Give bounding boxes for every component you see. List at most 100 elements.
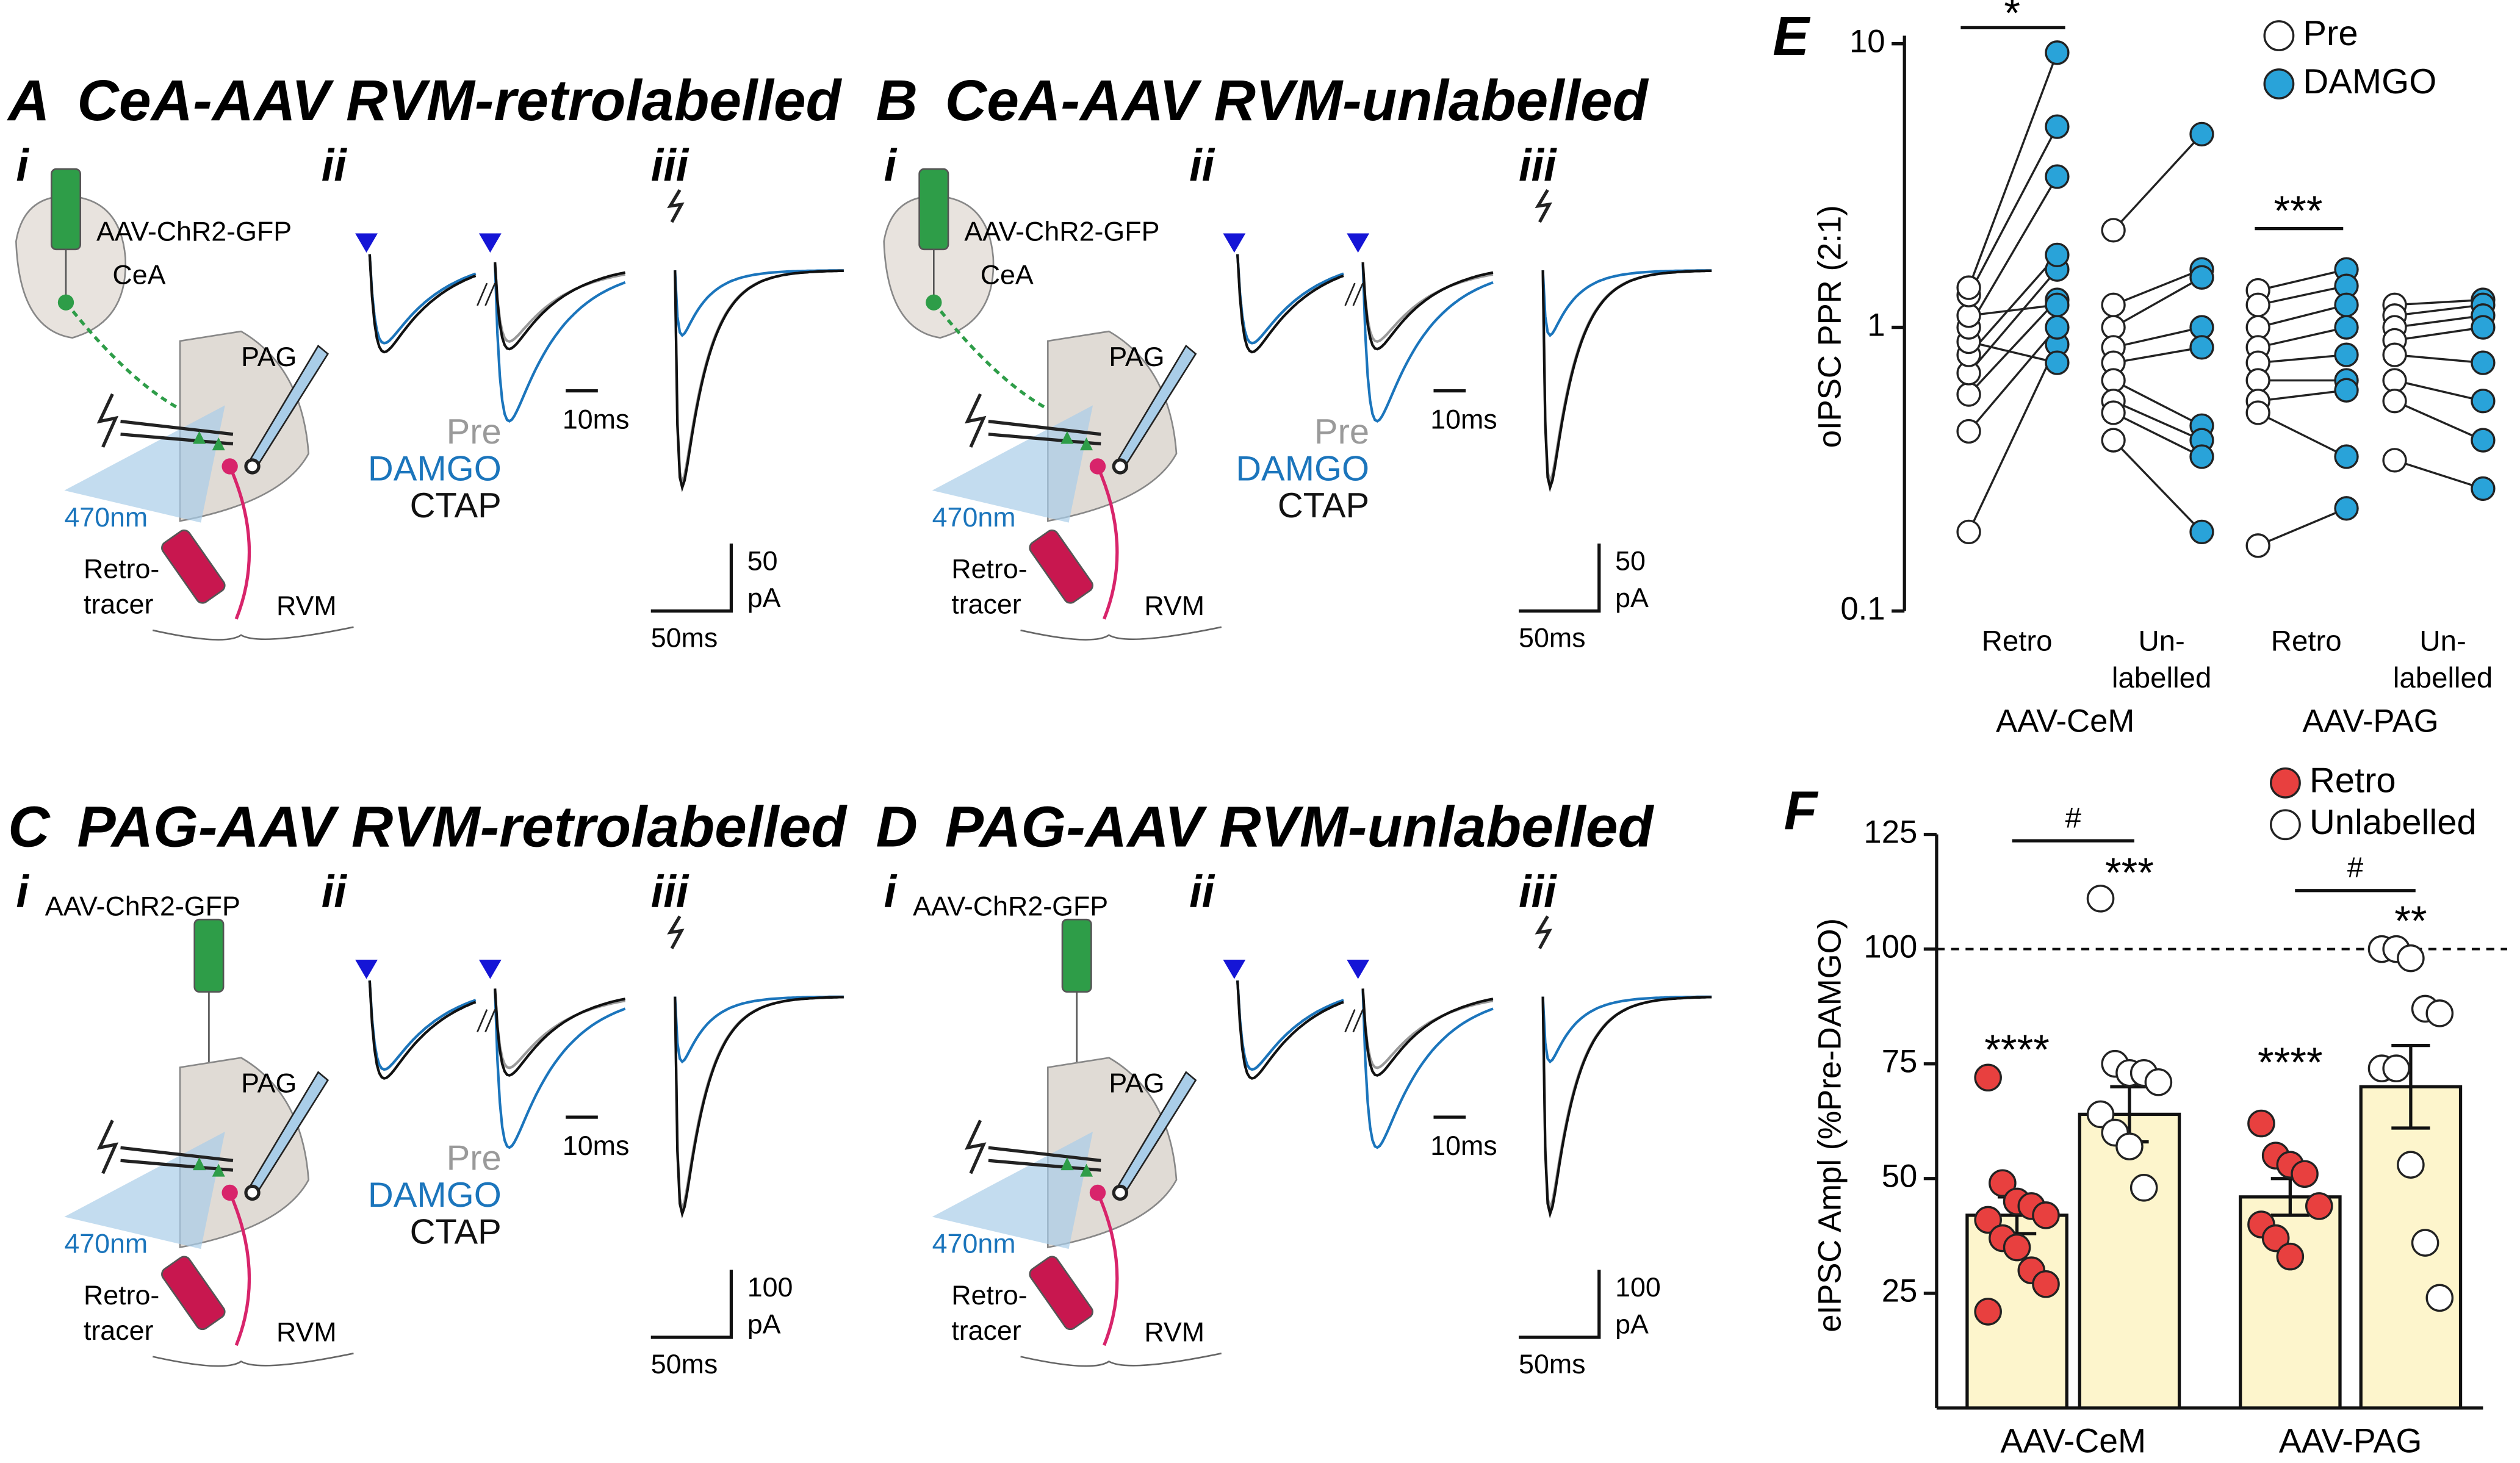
x-tick-label: labelled — [2112, 662, 2211, 694]
point — [2471, 476, 2496, 501]
point — [2334, 444, 2359, 469]
x-tick-label: Un- — [2138, 625, 2184, 658]
legend-label: Unlabelled — [2309, 803, 2477, 842]
y-axis-label: oIPSC PPR (2:1) — [1812, 205, 1848, 448]
rvm-outline — [1020, 626, 1222, 641]
trace-iii — [1541, 996, 1712, 1219]
subpanel-label: ii — [1189, 140, 1215, 191]
light-label: 470nm — [932, 502, 1016, 533]
y-tick-label: 0.1 — [1840, 591, 1885, 627]
point — [2189, 121, 2214, 147]
scale-label: 10ms — [1430, 1130, 1497, 1161]
x-tick-label: labelled — [2393, 662, 2493, 694]
midbrain — [1047, 330, 1178, 522]
y-tick-label: 10 — [1849, 24, 1885, 60]
point — [1974, 1063, 2002, 1092]
scale-label: 100 — [747, 1272, 793, 1303]
point — [1956, 419, 1981, 444]
point — [2045, 350, 2070, 375]
point — [2086, 885, 2115, 913]
subpanel-label: i — [16, 866, 29, 917]
tracer-label: tracer — [84, 589, 154, 619]
y-tick-label: 25 — [1882, 1273, 1918, 1309]
point — [2425, 999, 2454, 1027]
point — [2334, 378, 2359, 403]
point — [2003, 1233, 2031, 1262]
subpanel-label: iii — [1519, 140, 1557, 191]
retro-axon — [1096, 466, 1119, 620]
retro-axon — [228, 466, 251, 620]
region-label: CeA — [981, 259, 1034, 290]
stim-markers — [355, 233, 502, 253]
lightning-iii — [1535, 189, 1552, 223]
brain-outline — [883, 195, 995, 339]
neurons — [1060, 1157, 1093, 1177]
point — [2425, 1284, 2454, 1312]
break-marks — [477, 1009, 496, 1033]
point — [2144, 1068, 2173, 1096]
point — [2189, 265, 2214, 290]
scale-label: pA — [1615, 583, 1649, 613]
virus-label: AAV-ChR2-GFP — [913, 891, 1108, 922]
panel-letter: E — [1773, 5, 1810, 66]
x-tick-label: Retro — [1982, 625, 2053, 658]
pair-line — [2113, 326, 2202, 349]
syringe — [918, 168, 949, 251]
legend-label: Retro — [2309, 761, 2396, 800]
pair-line — [2394, 304, 2483, 317]
scale-bar — [1519, 543, 1601, 613]
pair-line — [1968, 326, 2058, 433]
subpanel-label: ii — [1189, 866, 1215, 917]
tracer-label: tracer — [951, 589, 1021, 619]
y-tick-label: 75 — [1882, 1044, 1918, 1080]
subpanel-label: i — [884, 866, 898, 917]
break-marks — [477, 282, 496, 306]
target-label: PAG — [241, 342, 297, 372]
point — [2334, 496, 2359, 521]
point — [2032, 1201, 2060, 1229]
point — [2245, 292, 2270, 317]
trace-iii — [1541, 995, 1712, 1064]
point — [2305, 1192, 2333, 1220]
scale-bar — [650, 543, 733, 613]
lightning — [965, 1120, 987, 1174]
condition-label: CTAP — [410, 486, 502, 525]
scale-label: 10ms — [563, 404, 629, 434]
trace-ii — [1236, 980, 1494, 1080]
scale-label: 50 — [747, 545, 778, 576]
point — [1956, 519, 1981, 545]
scale-label: 10ms — [563, 1130, 629, 1161]
legend-label: Pre — [2303, 14, 2358, 53]
panel-letter: A — [7, 68, 49, 133]
retro-neuron — [221, 458, 238, 475]
panel-letter: F — [1784, 780, 1819, 841]
neurons — [1060, 431, 1093, 451]
scale-label: 50ms — [1519, 623, 1585, 653]
panel-title: CeA-AAV RVM-unlabelled — [945, 68, 1649, 133]
point — [2245, 533, 2270, 558]
point — [2245, 400, 2270, 425]
point — [2101, 292, 2126, 317]
trace-iii — [674, 269, 844, 337]
target-label: PAG — [1109, 1068, 1164, 1098]
point — [2189, 519, 2214, 545]
pair-line — [2112, 411, 2203, 458]
rvm-label: RVM — [276, 1317, 337, 1348]
point — [2101, 428, 2126, 453]
point — [2129, 1174, 2158, 1202]
point — [2045, 292, 2070, 317]
unlabelled-neuron — [244, 458, 261, 475]
point — [2334, 315, 2359, 340]
trace-iii — [674, 996, 844, 1213]
subpanel-label: ii — [322, 866, 347, 917]
panel-title: PAG-AAV RVM-unlabelled — [945, 794, 1655, 859]
scale-label: pA — [747, 583, 781, 613]
stim-electrode — [120, 1146, 234, 1172]
point — [2032, 1270, 2060, 1298]
region-label: CeA — [112, 259, 165, 290]
pair-line — [1968, 268, 2058, 374]
trace-iii — [674, 269, 844, 487]
point — [1956, 275, 1981, 300]
